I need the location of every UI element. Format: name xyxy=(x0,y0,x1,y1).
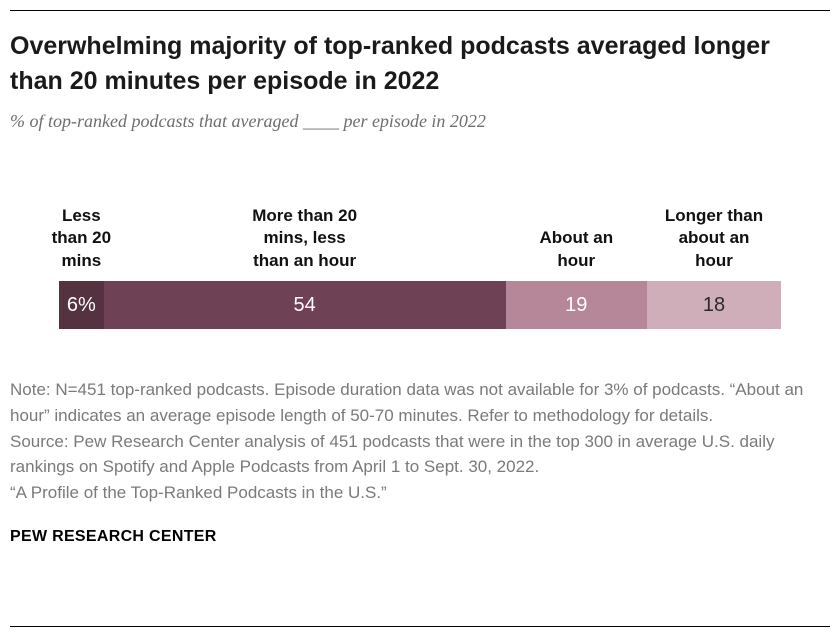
source-text: Source: Pew Research Center analysis of … xyxy=(10,431,775,477)
note-text: Note: N=451 top-ranked podcasts. Episode… xyxy=(10,380,804,425)
stacked-bar: 6% 54 19 18 xyxy=(59,281,781,329)
stacked-bar-chart: Less than 20 mins More than 20 mins, less tha… xyxy=(51,190,781,329)
top-divider xyxy=(10,10,830,11)
category-label-row: Less than 20 mins More than 20 mins, less tha… xyxy=(51,190,781,272)
chart-subtitle: % of top-ranked podcasts that averaged _… xyxy=(10,111,486,131)
bottom-divider xyxy=(10,626,830,627)
pew-research-center-wordmark: PEW RESEARCH CENTER xyxy=(10,528,217,546)
bar-segment-3: 19 xyxy=(505,281,648,329)
bar-segment-2: 54 xyxy=(103,281,506,329)
bar-segment-4: 18 xyxy=(647,281,781,329)
bar-segment-1: 6% xyxy=(59,281,104,329)
category-label-3: About an hour xyxy=(539,228,614,270)
chart-title: Overwhelming majority of top-ranked podc… xyxy=(10,32,770,95)
category-label-1: Less than 20 mins xyxy=(51,205,112,270)
category-label-2: More than 20 mins, less than an hour xyxy=(252,205,358,270)
report-title-text: “A Profile of the Top-Ranked Podcasts in… xyxy=(10,483,387,503)
footnotes: Note: N=451 top-ranked podcasts. Episode… xyxy=(10,377,824,506)
category-label-4: Longer than about an hour xyxy=(664,205,764,270)
